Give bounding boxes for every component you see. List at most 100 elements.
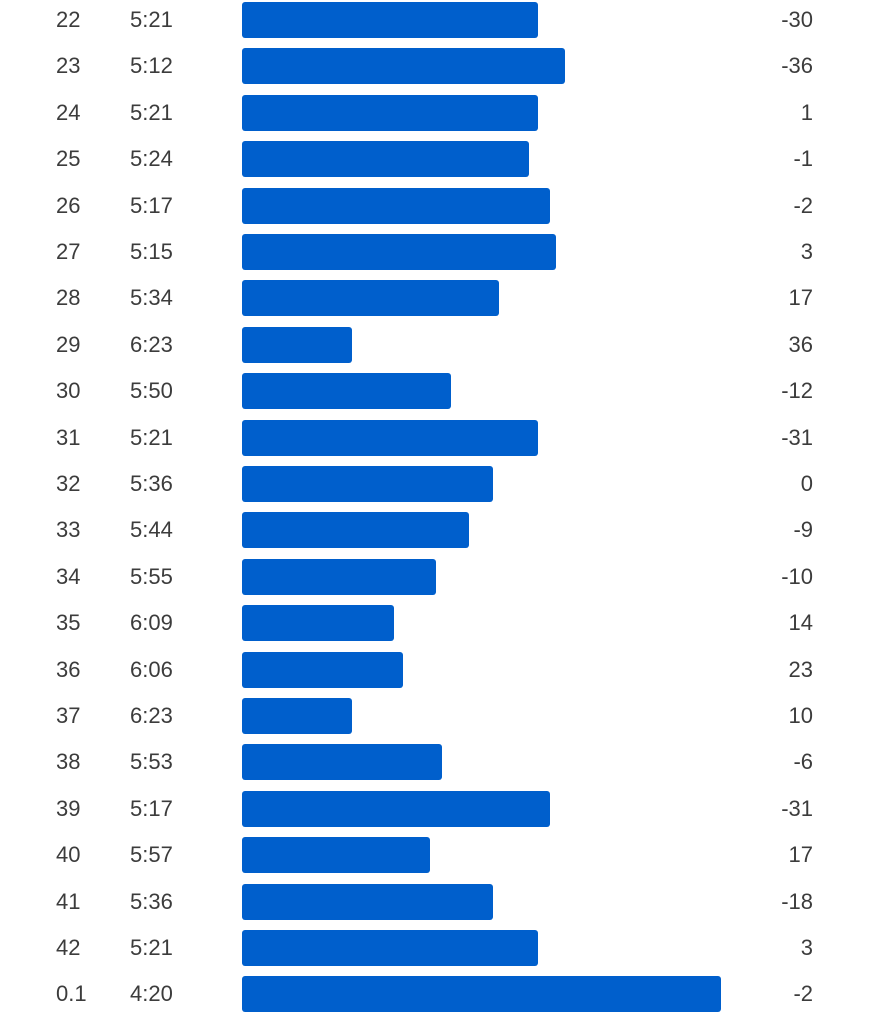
pace-bar xyxy=(242,373,451,410)
split-elevation: -9 xyxy=(793,517,813,543)
split-km: 26 xyxy=(56,192,81,218)
split-row: 30 5:50 -12 xyxy=(0,372,870,418)
split-elevation: -36 xyxy=(781,53,813,79)
split-elevation: 1 xyxy=(800,99,813,125)
split-pace: 5:53 xyxy=(130,749,173,775)
split-elevation: 36 xyxy=(788,331,813,357)
split-elevation: -2 xyxy=(793,192,813,218)
split-elevation: -18 xyxy=(781,888,813,914)
split-row: 37 6:23 10 xyxy=(0,697,870,743)
split-km: 24 xyxy=(56,99,81,125)
split-row: 38 5:53 -6 xyxy=(0,743,870,789)
pace-bar xyxy=(242,651,403,688)
split-pace: 5:21 xyxy=(130,7,173,32)
split-row: 0.1 4:20 -2 xyxy=(0,975,870,1021)
split-km: 0.1 xyxy=(56,981,87,1007)
pace-bar xyxy=(242,558,436,595)
split-pace: 5:57 xyxy=(130,842,173,868)
split-row: 27 5:15 3 xyxy=(0,233,870,279)
split-elevation: -31 xyxy=(781,795,813,821)
split-pace: 5:21 xyxy=(130,99,173,125)
split-elevation: 14 xyxy=(788,610,813,636)
split-km: 29 xyxy=(56,331,81,357)
split-km: 37 xyxy=(56,703,81,728)
split-pace: 5:55 xyxy=(130,563,173,589)
split-pace: 6:23 xyxy=(130,331,173,357)
split-row: 26 5:17 -2 xyxy=(0,187,870,233)
split-km: 22 xyxy=(56,7,81,32)
pace-bar xyxy=(242,930,538,966)
split-row: 32 5:36 0 xyxy=(0,465,870,511)
split-km: 28 xyxy=(56,285,81,311)
split-km: 42 xyxy=(56,935,81,960)
pace-bar xyxy=(242,48,565,85)
split-pace: 5:15 xyxy=(130,239,173,264)
split-km: 31 xyxy=(56,424,81,450)
pace-bar xyxy=(242,512,469,549)
split-pace: 6:23 xyxy=(130,703,173,728)
pace-bar xyxy=(242,744,442,781)
split-elevation: 10 xyxy=(788,703,813,728)
split-km: 33 xyxy=(56,517,81,543)
pace-bar xyxy=(242,141,529,178)
pace-bar xyxy=(242,976,721,1013)
split-row: 22 5:21 -30 xyxy=(0,1,870,47)
split-km: 38 xyxy=(56,749,81,775)
split-pace: 5:36 xyxy=(130,471,173,496)
split-elevation: 17 xyxy=(788,285,813,311)
split-elevation: -10 xyxy=(781,563,813,589)
pace-bar xyxy=(242,2,538,38)
split-pace: 5:17 xyxy=(130,192,173,218)
split-elevation: -30 xyxy=(781,7,813,32)
pace-bar xyxy=(242,837,430,874)
split-pace: 5:24 xyxy=(130,146,173,172)
split-pace: 5:34 xyxy=(130,285,173,311)
split-elevation: 3 xyxy=(800,935,813,960)
split-row: 39 5:17 -31 xyxy=(0,790,870,836)
split-row: 29 6:23 36 xyxy=(0,326,870,372)
split-elevation: -31 xyxy=(781,424,813,450)
pace-bar xyxy=(242,466,493,502)
split-row: 40 5:57 17 xyxy=(0,836,870,882)
split-km: 40 xyxy=(56,842,81,868)
pace-bar xyxy=(242,187,550,224)
pace-bar xyxy=(242,280,499,317)
pace-bar xyxy=(242,605,394,642)
split-km: 25 xyxy=(56,146,81,172)
split-row: 42 5:21 3 xyxy=(0,929,870,975)
split-row: 23 5:12 -36 xyxy=(0,47,870,93)
split-elevation: 0 xyxy=(800,471,813,496)
split-km: 34 xyxy=(56,563,81,589)
split-pace: 6:09 xyxy=(130,610,173,636)
pace-bar xyxy=(242,790,550,827)
split-row: 24 5:21 1 xyxy=(0,94,870,140)
pace-bar xyxy=(242,419,538,456)
split-elevation: 23 xyxy=(788,656,813,682)
split-km: 32 xyxy=(56,471,81,496)
split-row: 34 5:55 -10 xyxy=(0,558,870,604)
split-row: 28 5:34 17 xyxy=(0,279,870,325)
pace-bar xyxy=(242,326,352,363)
split-row: 31 5:21 -31 xyxy=(0,419,870,465)
split-elevation: 17 xyxy=(788,842,813,868)
split-pace: 5:50 xyxy=(130,378,173,404)
split-pace: 6:06 xyxy=(130,656,173,682)
split-km: 23 xyxy=(56,53,81,79)
split-pace: 5:17 xyxy=(130,795,173,821)
split-pace: 5:21 xyxy=(130,935,173,960)
split-elevation: -6 xyxy=(793,749,813,775)
split-elevation: -12 xyxy=(781,378,813,404)
split-km: 39 xyxy=(56,795,81,821)
split-pace: 5:12 xyxy=(130,53,173,79)
split-km: 36 xyxy=(56,656,81,682)
split-km: 41 xyxy=(56,888,81,914)
split-elevation: -1 xyxy=(793,146,813,172)
split-row: 41 5:36 -18 xyxy=(0,883,870,929)
pace-bar xyxy=(242,94,538,131)
pace-bar xyxy=(242,234,556,270)
split-elevation: -2 xyxy=(793,981,813,1007)
split-pace: 5:36 xyxy=(130,888,173,914)
pace-bar xyxy=(242,698,352,734)
split-pace: 5:44 xyxy=(130,517,173,543)
